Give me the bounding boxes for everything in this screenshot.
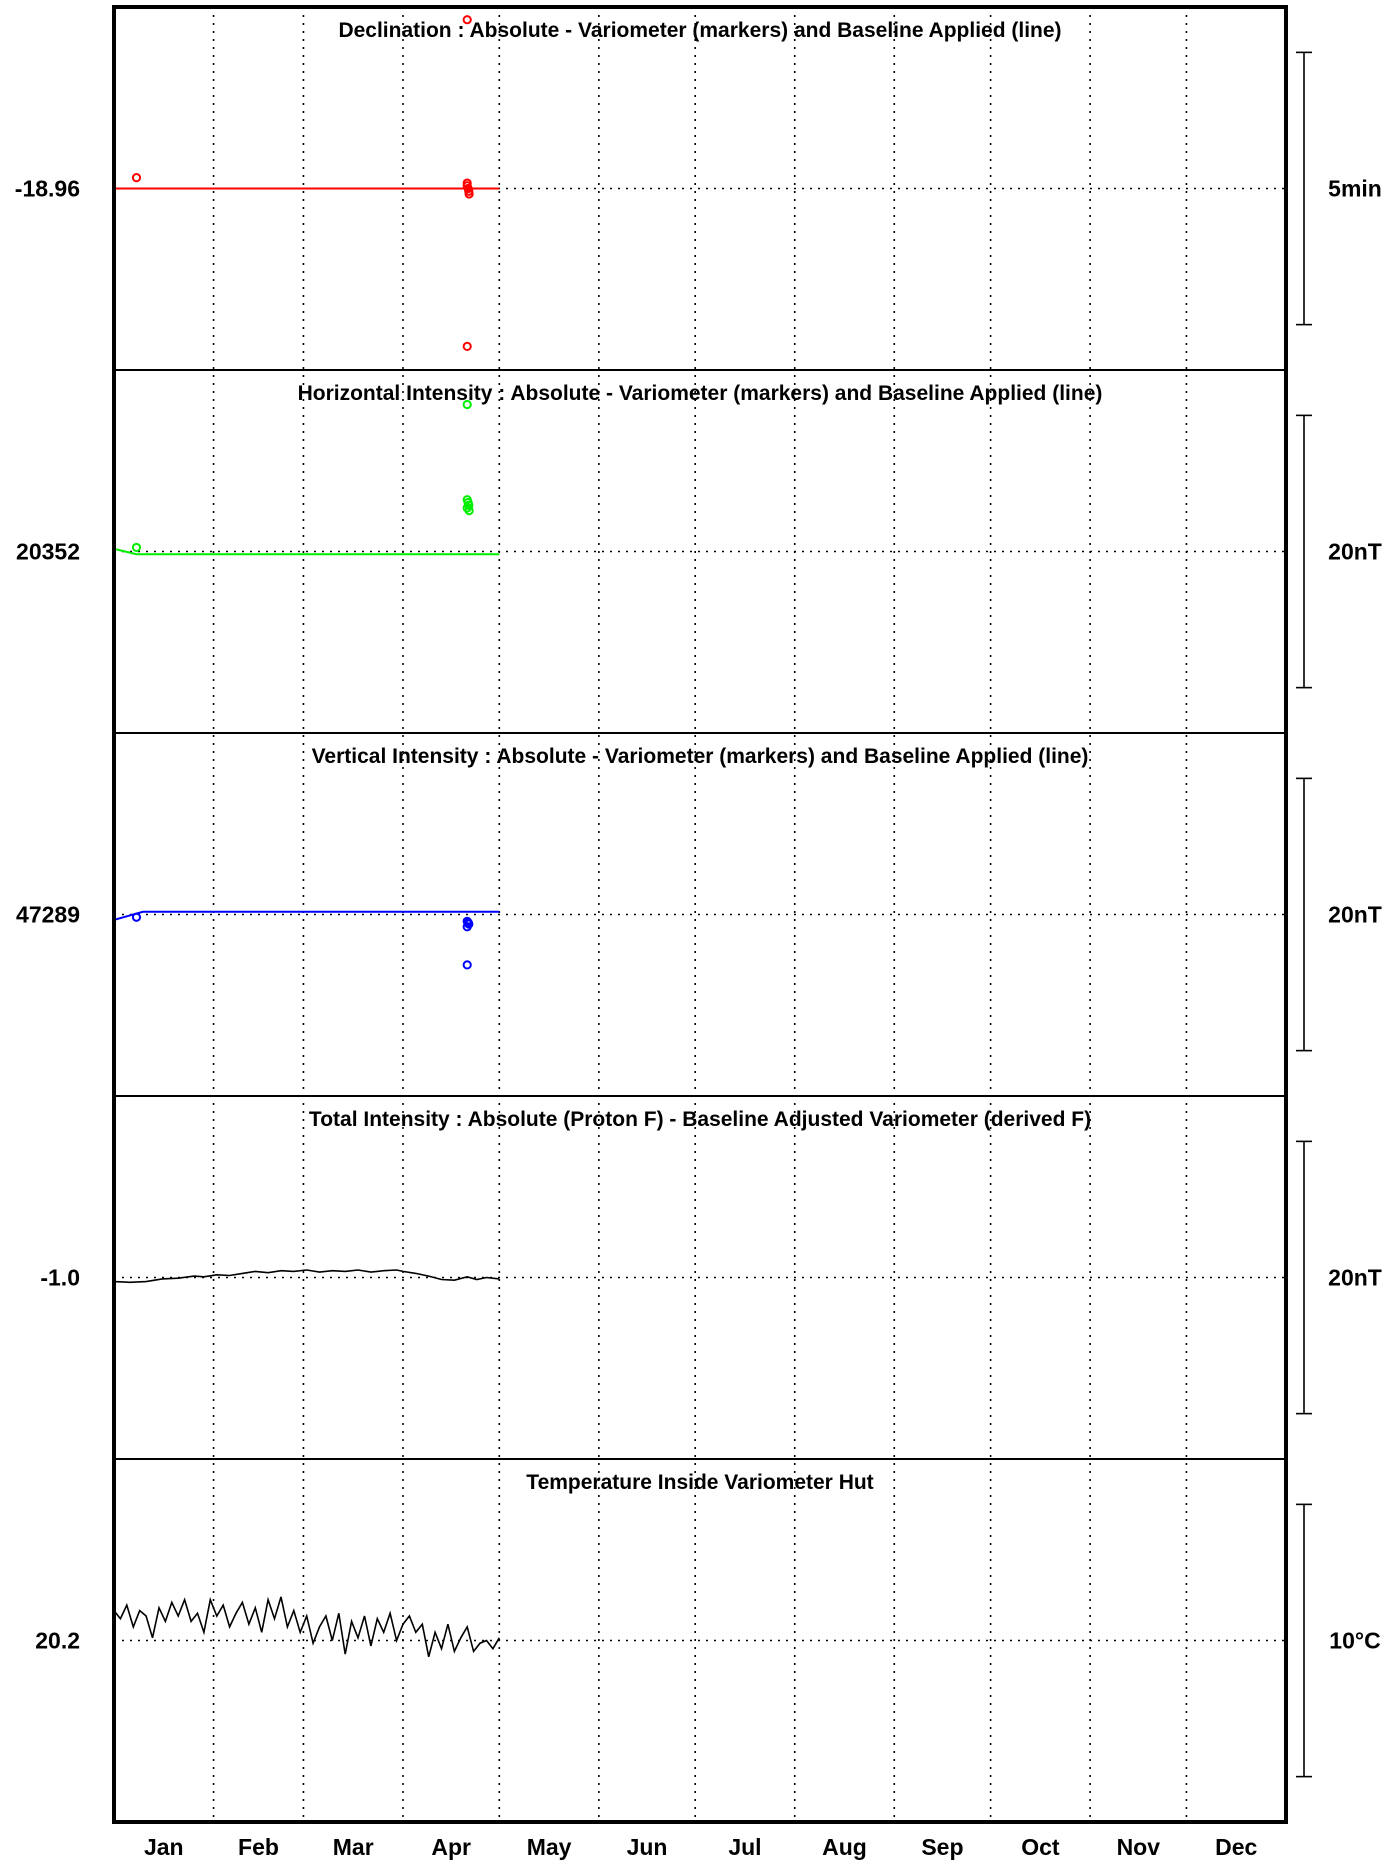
panel-title: Total Intensity : Absolute (Proton F) - … (309, 1108, 1091, 1131)
plot-frame (112, 5, 1288, 1824)
data-marker (462, 399, 472, 410)
baseline-line (113, 910, 500, 921)
month-tick-label: Jan (144, 1834, 184, 1860)
data-marker (131, 542, 142, 553)
panel-center-label: -18.96 (15, 176, 80, 202)
panel-title: Horizontal Intensity : Absolute - Variom… (298, 382, 1103, 405)
panel-vertical: Vertical Intensity : Absolute - Variomet… (16, 745, 1286, 970)
panel-title: Vertical Intensity : Absolute - Variomet… (312, 745, 1089, 768)
panel-total: Total Intensity : Absolute (Proton F) - … (40, 1108, 1286, 1291)
scale-label: 20nT (1328, 1265, 1382, 1291)
data-marker (462, 178, 472, 188)
panel-declination: Declination : Absolute - Variometer (mar… (15, 15, 1286, 352)
data-marker (462, 15, 472, 25)
series-line (113, 1269, 500, 1284)
month-tick-label: Nov (1117, 1834, 1161, 1860)
data-marker (462, 341, 472, 352)
plot-border (112, 5, 1288, 1824)
panel-title: Declination : Absolute - Variometer (mar… (338, 19, 1061, 42)
panel-center-label: 47289 (16, 902, 80, 928)
data-marker (464, 506, 474, 516)
series-line (113, 1596, 500, 1658)
month-tick-label: Aug (822, 1834, 867, 1860)
data-marker (131, 173, 142, 183)
panel-horizontal: Horizontal Intensity : Absolute - Variom… (16, 382, 1286, 565)
data-marker (131, 912, 142, 922)
month-tick-label: Sep (921, 1834, 963, 1860)
month-tick-label: Jun (627, 1834, 668, 1860)
panel-title: Temperature Inside Variometer Hut (526, 1471, 873, 1494)
grid-lines (212, 7, 1188, 1822)
month-tick-label: Feb (238, 1834, 279, 1860)
data-marker (464, 189, 474, 199)
month-tick-label: Oct (1021, 1834, 1060, 1860)
scale-label: 5min (1328, 176, 1382, 202)
panel-center-label: 20.2 (35, 1628, 80, 1654)
panel-temperature: Temperature Inside Variometer Hut 20.2 (35, 1471, 1286, 1658)
baseline-line (113, 547, 500, 556)
panels: Declination : Absolute - Variometer (mar… (15, 15, 1286, 1658)
month-tick-label: May (527, 1834, 572, 1860)
data-marker (462, 922, 472, 932)
panel-center-label: -1.0 (40, 1265, 80, 1291)
data-marker (462, 960, 472, 970)
scale-bars: 5min 20nT 20nT 20nT 10°C (1296, 51, 1382, 1778)
scale-label: 20nT (1328, 539, 1382, 565)
month-tick-label: Mar (333, 1834, 374, 1860)
month-tick-label: Dec (1215, 1834, 1257, 1860)
scale-label: 20nT (1328, 902, 1382, 928)
month-tick-label: Jul (728, 1834, 761, 1860)
scale-label: 10°C (1329, 1628, 1380, 1654)
month-tick-label: Apr (431, 1834, 471, 1860)
panel-center-label: 20352 (16, 539, 80, 565)
month-axis: Jan Feb Mar Apr May Jun Jul Aug Sep Oct Nov Dec (144, 1834, 1258, 1860)
